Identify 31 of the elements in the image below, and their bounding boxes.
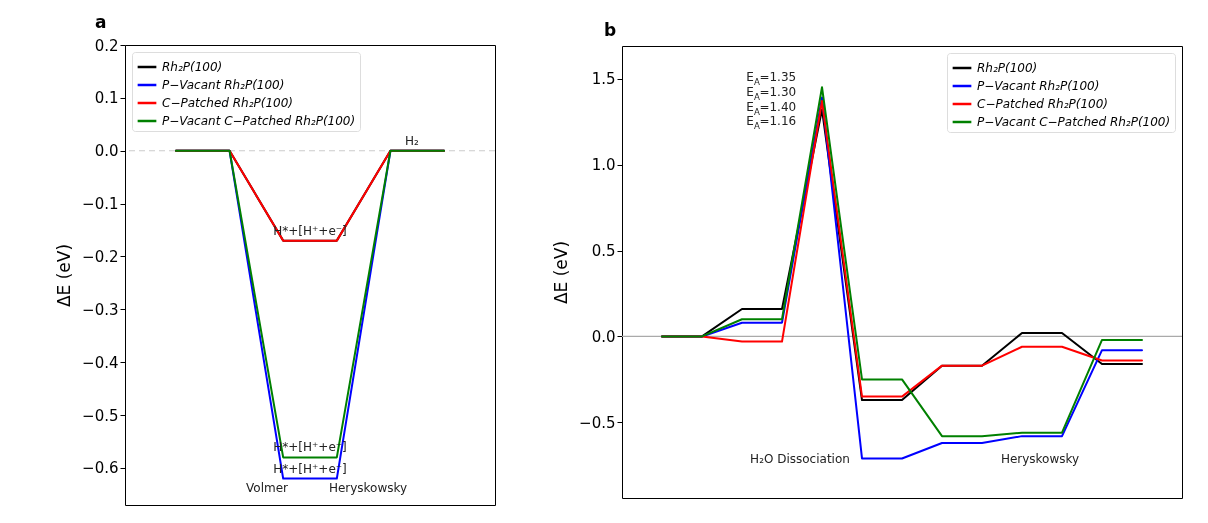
y-axis-title: ΔE (eV): [551, 240, 572, 305]
y-tick-label: 0.5: [591, 242, 616, 261]
annotation: Heryskowsky: [328, 481, 408, 495]
legend-label: Rh₂P(100): [162, 60, 223, 74]
legend-label: C−Patched Rh₂P(100): [977, 97, 1109, 111]
y-tick-label: −0.6: [82, 459, 119, 478]
annotation: Volmer: [246, 481, 289, 495]
legend-label: P−Vacant Rh₂P(100): [162, 78, 285, 92]
y-tick-label: −0.3: [82, 300, 119, 319]
y-tick-label: −0.4: [82, 353, 119, 372]
legend-label: P−Vacant Rh₂P(100): [977, 79, 1100, 93]
legend-label: P−Vacant C−Patched Rh₂P(100): [162, 114, 356, 128]
y-tick-label: −0.5: [579, 413, 616, 432]
y-tick-label: 0.0: [94, 142, 119, 161]
y-tick-label: −0.1: [82, 195, 119, 214]
chart-title: b: [604, 20, 617, 40]
y-tick-label: 0.1: [94, 89, 119, 108]
y-tick-label: 0.0: [591, 327, 616, 346]
annotation: H₂: [404, 133, 419, 148]
y-tick-label: 0.2: [94, 36, 119, 55]
legend-label: C−Patched Rh₂P(100): [162, 96, 294, 110]
y-tick-label: −0.2: [82, 247, 119, 266]
y-tick-label: 1.5: [591, 70, 616, 89]
annotation: Heryskowsky: [1000, 452, 1080, 466]
y-tick-label: −0.5: [82, 406, 119, 425]
y-axis-title: ΔE (eV): [54, 243, 75, 308]
annotation: H₂O Dissociation: [750, 452, 850, 466]
y-tick-label: 1.0: [591, 156, 616, 175]
legend-label: Rh₂P(100): [977, 61, 1038, 75]
chart-title: a: [95, 12, 107, 32]
legend-label: P−Vacant C−Patched Rh₂P(100): [977, 115, 1171, 129]
